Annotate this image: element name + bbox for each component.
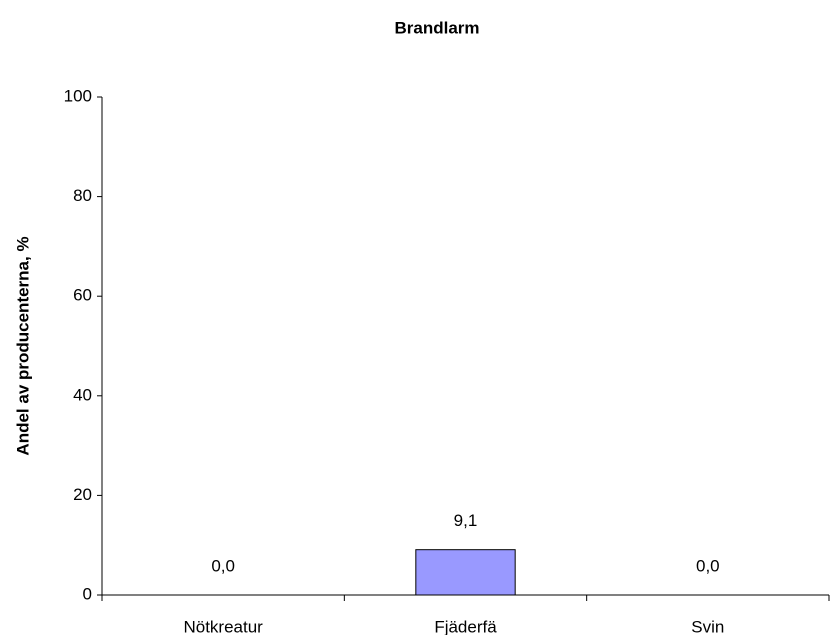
x-tick-label: Fjäderfä	[434, 617, 497, 635]
y-tick-label: 0	[83, 584, 92, 603]
y-tick-label: 60	[73, 286, 92, 305]
value-label: 9,1	[454, 511, 478, 530]
chart-title: Brandlarm	[394, 18, 479, 37]
value-label: 0,0	[211, 556, 235, 575]
value-label: 0,0	[696, 556, 720, 575]
x-tick-label: Svin	[691, 617, 724, 635]
y-tick-label: 80	[73, 186, 92, 205]
bar	[415, 549, 516, 596]
y-tick-label: 20	[73, 485, 92, 504]
y-axis-label: Andel av producenterna, %	[13, 236, 32, 455]
y-tick-label: 40	[73, 385, 92, 404]
y-tick-label: 100	[64, 86, 92, 105]
x-tick-label: Nötkreatur	[183, 617, 263, 635]
